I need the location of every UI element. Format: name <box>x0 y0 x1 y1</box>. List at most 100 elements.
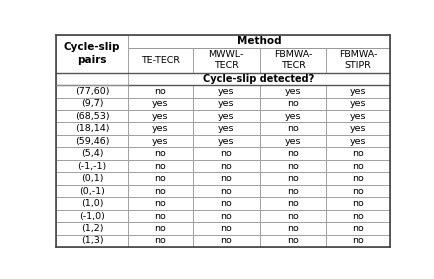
Text: yes: yes <box>217 99 234 108</box>
Text: (68,53): (68,53) <box>75 112 109 121</box>
Text: (-1,0): (-1,0) <box>79 211 105 220</box>
Bar <box>128 35 389 48</box>
Text: no: no <box>352 224 363 233</box>
Text: no: no <box>286 162 298 171</box>
Bar <box>259 185 326 197</box>
Text: FBMWA-
TECR: FBMWA- TECR <box>273 50 312 70</box>
Bar <box>128 48 192 73</box>
Text: no: no <box>220 187 232 196</box>
Text: no: no <box>286 237 298 246</box>
Text: no: no <box>220 174 232 183</box>
Bar <box>259 85 326 98</box>
Text: yes: yes <box>217 112 234 121</box>
Text: yes: yes <box>217 137 234 146</box>
Bar <box>192 85 259 98</box>
Text: yes: yes <box>152 137 168 146</box>
Bar <box>326 172 389 185</box>
Bar <box>128 122 192 135</box>
Text: no: no <box>286 211 298 220</box>
Bar <box>56 98 128 110</box>
Text: yes: yes <box>349 137 365 146</box>
Text: no: no <box>352 237 363 246</box>
Text: (5,4): (5,4) <box>80 149 103 158</box>
Bar <box>326 122 389 135</box>
Text: no: no <box>220 149 232 158</box>
Text: no: no <box>220 211 232 220</box>
Text: no: no <box>352 187 363 196</box>
Bar <box>192 235 259 247</box>
Bar <box>128 147 192 160</box>
Bar <box>259 135 326 147</box>
Bar <box>259 98 326 110</box>
Text: no: no <box>220 199 232 208</box>
Text: (0,-1): (0,-1) <box>79 187 105 196</box>
Bar <box>259 172 326 185</box>
Text: (1,3): (1,3) <box>80 237 103 246</box>
Bar <box>56 172 128 185</box>
Text: MWWL-
TECR: MWWL- TECR <box>208 50 243 70</box>
Text: no: no <box>154 187 166 196</box>
Text: (1,0): (1,0) <box>80 199 103 208</box>
Text: Method: Method <box>236 36 280 46</box>
Text: no: no <box>286 199 298 208</box>
Text: yes: yes <box>284 137 301 146</box>
Text: no: no <box>154 237 166 246</box>
Bar <box>259 48 326 73</box>
Bar <box>259 122 326 135</box>
Bar <box>326 48 389 73</box>
Text: yes: yes <box>152 124 168 133</box>
Text: Cycle-slip detected?: Cycle-slip detected? <box>203 74 314 84</box>
Bar <box>326 147 389 160</box>
Text: yes: yes <box>349 124 365 133</box>
Bar <box>56 185 128 197</box>
Text: no: no <box>220 162 232 171</box>
Text: yes: yes <box>152 99 168 108</box>
Bar <box>259 222 326 235</box>
Bar <box>192 222 259 235</box>
Text: no: no <box>286 149 298 158</box>
Text: (18,14): (18,14) <box>75 124 109 133</box>
Text: no: no <box>286 224 298 233</box>
Bar <box>326 110 389 122</box>
Text: yes: yes <box>217 124 234 133</box>
Bar <box>192 122 259 135</box>
Bar <box>192 160 259 172</box>
Bar <box>128 210 192 222</box>
Bar <box>192 147 259 160</box>
Bar <box>56 147 128 160</box>
Bar <box>259 197 326 210</box>
Bar <box>326 98 389 110</box>
Bar <box>56 160 128 172</box>
Bar <box>128 98 192 110</box>
Text: (9,7): (9,7) <box>80 99 103 108</box>
Text: Cycle-slip
pairs: Cycle-slip pairs <box>63 42 120 65</box>
Text: TE-TECR: TE-TECR <box>141 56 179 65</box>
Text: (-1,-1): (-1,-1) <box>77 162 106 171</box>
Text: no: no <box>154 162 166 171</box>
Bar <box>128 197 192 210</box>
Bar <box>326 210 389 222</box>
Bar <box>192 98 259 110</box>
Bar <box>56 110 128 122</box>
Text: yes: yes <box>152 112 168 121</box>
Bar <box>259 110 326 122</box>
Text: no: no <box>154 149 166 158</box>
Text: no: no <box>220 224 232 233</box>
Bar <box>56 35 128 73</box>
Bar <box>192 197 259 210</box>
Bar <box>259 210 326 222</box>
Bar <box>128 235 192 247</box>
Bar <box>326 85 389 98</box>
Bar <box>56 122 128 135</box>
Bar <box>128 135 192 147</box>
Bar <box>326 235 389 247</box>
Text: yes: yes <box>217 87 234 96</box>
Bar <box>128 185 192 197</box>
Text: FBMWA-
STIPR: FBMWA- STIPR <box>338 50 376 70</box>
Bar <box>128 110 192 122</box>
Bar <box>56 210 128 222</box>
Text: yes: yes <box>284 112 301 121</box>
Text: no: no <box>352 211 363 220</box>
Bar <box>192 185 259 197</box>
Text: yes: yes <box>284 87 301 96</box>
